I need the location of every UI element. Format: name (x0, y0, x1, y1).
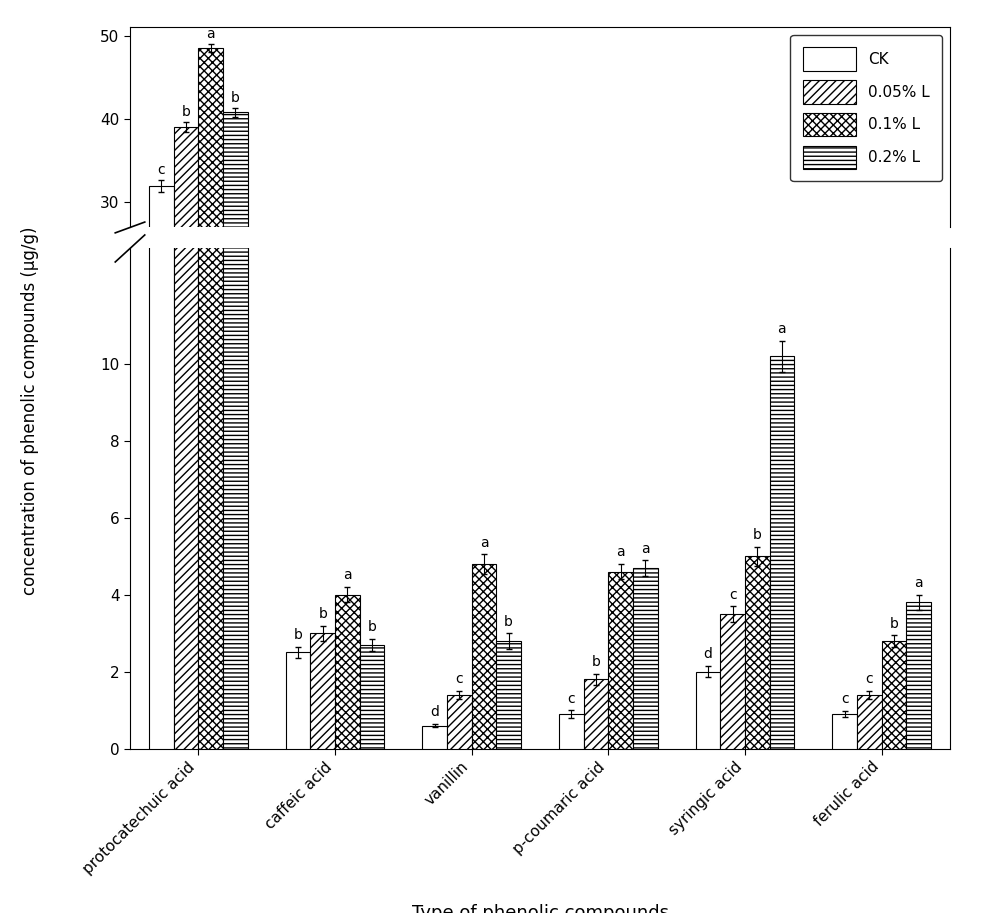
Text: b: b (504, 614, 513, 629)
Bar (720, 614, 745, 749)
Text: b: b (592, 655, 600, 669)
Text: b: b (294, 628, 303, 642)
Bar (633, 414, 658, 453)
Bar (223, 112, 248, 453)
Bar (882, 429, 906, 453)
Bar (584, 437, 608, 453)
Bar (198, 48, 223, 453)
Bar (857, 441, 882, 453)
Text: b: b (231, 90, 240, 104)
Bar (770, 368, 794, 453)
Bar (882, 641, 906, 749)
Bar (770, 356, 794, 749)
Bar (286, 653, 310, 749)
Text: a: a (206, 26, 215, 41)
Text: c: c (866, 672, 873, 687)
Bar (447, 695, 472, 749)
Bar (198, 0, 223, 749)
X-axis label: Type of phenolic compounds: Type of phenolic compounds (412, 904, 668, 913)
Bar (696, 672, 720, 749)
Text: concentration of phenolic compounds (μg/g): concentration of phenolic compounds (μg/… (21, 226, 39, 595)
Bar (286, 432, 310, 453)
Bar (422, 726, 447, 749)
Bar (335, 594, 360, 749)
Text: d: d (430, 705, 439, 719)
Bar (360, 430, 384, 453)
Text: a: a (778, 322, 786, 336)
Bar (832, 714, 857, 749)
Bar (696, 436, 720, 453)
Text: c: c (568, 691, 575, 706)
Bar (559, 714, 584, 749)
Text: c: c (729, 588, 737, 602)
Bar (857, 695, 882, 749)
Text: c: c (158, 163, 165, 176)
Legend: CK, 0.05% L, 0.1% L, 0.2% L: CK, 0.05% L, 0.1% L, 0.2% L (790, 35, 942, 182)
Bar (745, 411, 770, 453)
Text: b: b (182, 105, 190, 119)
Bar (906, 603, 931, 749)
Bar (472, 413, 496, 453)
Bar (422, 447, 447, 453)
Text: b: b (367, 621, 376, 635)
Text: a: a (616, 545, 625, 560)
Bar (472, 564, 496, 749)
Text: c: c (841, 692, 849, 707)
Text: b: b (890, 616, 898, 631)
Text: b: b (753, 528, 762, 542)
Bar (310, 427, 335, 453)
Text: c: c (456, 672, 463, 687)
Bar (720, 424, 745, 453)
Bar (496, 429, 521, 453)
Bar (335, 419, 360, 453)
Text: a: a (343, 569, 352, 582)
Bar (447, 441, 472, 453)
Bar (149, 0, 174, 749)
Bar (174, 0, 198, 749)
Bar (608, 415, 633, 453)
Bar (149, 185, 174, 453)
Bar (310, 634, 335, 749)
Text: d: d (704, 647, 713, 661)
Bar (360, 645, 384, 749)
Bar (559, 445, 584, 453)
Bar (496, 641, 521, 749)
Text: a: a (480, 536, 488, 550)
Bar (608, 572, 633, 749)
Text: a: a (914, 576, 923, 590)
Bar (633, 568, 658, 749)
Text: a: a (641, 541, 650, 555)
Bar (223, 0, 248, 749)
Bar (906, 421, 931, 453)
Bar (174, 128, 198, 453)
Bar (584, 679, 608, 749)
Bar (832, 445, 857, 453)
Bar (745, 556, 770, 749)
Text: b: b (318, 607, 327, 621)
